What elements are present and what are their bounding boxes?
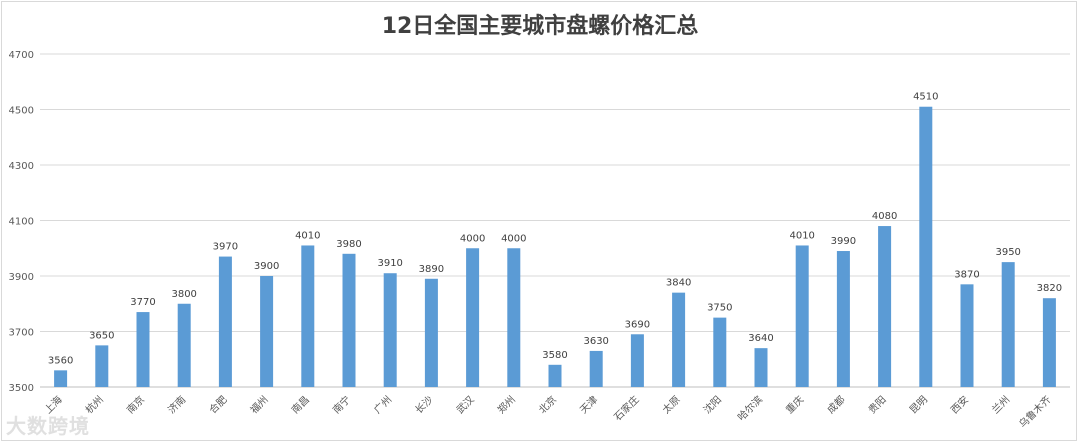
data-label: 3910 bbox=[377, 258, 402, 269]
bar bbox=[795, 245, 809, 387]
data-label: 3640 bbox=[748, 333, 773, 344]
bar bbox=[836, 251, 850, 387]
bar bbox=[630, 334, 644, 387]
data-label: 3890 bbox=[419, 264, 444, 275]
x-tick-label: 西安 bbox=[948, 393, 971, 416]
bar bbox=[960, 284, 974, 387]
bar bbox=[301, 245, 315, 387]
data-label: 3750 bbox=[707, 303, 732, 314]
bar bbox=[507, 248, 521, 387]
data-label: 3950 bbox=[995, 247, 1020, 258]
chart-title: 12日全国主要城市盘螺价格汇总 bbox=[381, 14, 699, 39]
bar bbox=[878, 226, 892, 387]
bar bbox=[672, 292, 686, 387]
bar bbox=[54, 370, 68, 387]
x-tick-label: 昆明 bbox=[907, 394, 930, 417]
x-tick-label: 重庆 bbox=[783, 393, 806, 416]
x-tick-label: 天津 bbox=[578, 394, 601, 417]
data-label: 3840 bbox=[666, 278, 691, 289]
bar bbox=[218, 256, 232, 387]
data-label: 3970 bbox=[213, 242, 238, 253]
bar bbox=[754, 348, 768, 387]
bar bbox=[424, 278, 438, 387]
data-label: 3870 bbox=[954, 269, 979, 280]
data-label: 4010 bbox=[295, 230, 320, 241]
bar bbox=[342, 253, 356, 387]
watermark: 大数跨境 bbox=[6, 414, 90, 438]
bar bbox=[548, 364, 562, 387]
bar bbox=[383, 273, 397, 387]
y-tick-label: 4100 bbox=[9, 217, 34, 228]
x-tick-label: 合肥 bbox=[206, 393, 229, 416]
x-tick-label: 武汉 bbox=[453, 393, 476, 416]
data-label: 3560 bbox=[48, 355, 73, 366]
data-label: 4080 bbox=[872, 211, 897, 222]
bar bbox=[177, 303, 191, 387]
x-tick-label: 乌鲁木齐 bbox=[1016, 393, 1053, 430]
data-label: 4000 bbox=[460, 233, 485, 244]
bar bbox=[1042, 298, 1056, 387]
data-label: 4010 bbox=[789, 230, 814, 241]
x-tick-label: 南昌 bbox=[289, 393, 312, 416]
bar bbox=[95, 345, 109, 387]
data-label: 4000 bbox=[501, 233, 526, 244]
data-label: 3900 bbox=[254, 261, 279, 272]
data-label: 3800 bbox=[171, 289, 196, 300]
x-tick-label: 哈尔滨 bbox=[735, 393, 765, 423]
bar bbox=[466, 248, 480, 387]
x-tick-label: 长沙 bbox=[413, 394, 436, 417]
x-tick-label: 济南 bbox=[165, 393, 188, 416]
data-label: 3770 bbox=[130, 297, 155, 308]
bar bbox=[589, 350, 603, 387]
data-label: 4510 bbox=[913, 92, 938, 103]
x-tick-label: 南京 bbox=[124, 393, 147, 416]
bar bbox=[260, 276, 274, 387]
x-tick-label: 贵阳 bbox=[865, 393, 888, 416]
data-label: 3820 bbox=[1037, 283, 1062, 294]
y-tick-label: 3700 bbox=[9, 328, 34, 339]
x-tick-label: 福州 bbox=[247, 393, 270, 416]
bar bbox=[1001, 262, 1015, 387]
bar bbox=[136, 312, 150, 387]
x-tick-label: 太原 bbox=[659, 393, 682, 416]
y-tick-label: 4700 bbox=[9, 50, 34, 61]
y-tick-label: 4300 bbox=[9, 161, 34, 172]
x-tick-label: 北京 bbox=[536, 393, 559, 416]
data-label: 3980 bbox=[336, 239, 361, 250]
y-tick-label: 3900 bbox=[9, 272, 34, 283]
bar bbox=[713, 317, 727, 387]
x-tick-label: 石家庄 bbox=[611, 393, 641, 423]
bar bbox=[919, 106, 933, 387]
x-tick-label: 兰州 bbox=[989, 393, 1012, 416]
x-tick-label: 成都 bbox=[825, 394, 848, 417]
data-label: 3650 bbox=[89, 330, 114, 341]
data-label: 3690 bbox=[625, 319, 650, 330]
y-tick-label: 3500 bbox=[9, 383, 34, 394]
y-tick-label: 4500 bbox=[9, 106, 34, 117]
data-label: 3990 bbox=[831, 236, 856, 247]
x-tick-label: 沈阳 bbox=[701, 393, 724, 416]
x-tick-label: 南宁 bbox=[330, 393, 353, 416]
data-label: 3630 bbox=[583, 336, 608, 347]
x-tick-label: 广州 bbox=[372, 394, 395, 417]
data-label: 3580 bbox=[542, 350, 567, 361]
x-tick-label: 郑州 bbox=[495, 393, 518, 416]
